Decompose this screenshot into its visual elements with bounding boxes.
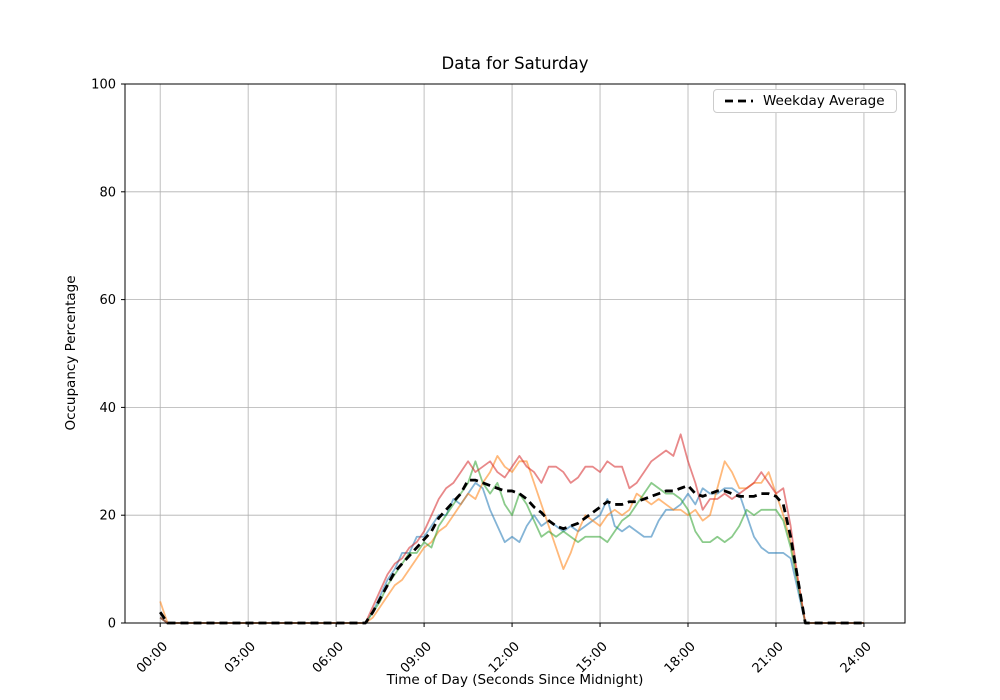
x-tick-label: 00:00 bbox=[134, 639, 171, 676]
x-tick-label: 18:00 bbox=[662, 639, 699, 676]
x-tick-label: 03:00 bbox=[222, 639, 259, 676]
chart-title: Data for Saturday bbox=[441, 54, 589, 73]
y-tick-label: 80 bbox=[99, 185, 116, 200]
y-tick-label: 20 bbox=[99, 509, 116, 524]
dashed-line-sample-icon bbox=[725, 99, 753, 103]
legend: Weekday Average bbox=[713, 89, 897, 113]
y-tick-label: 40 bbox=[99, 401, 116, 416]
legend-entry-label: Weekday Average bbox=[763, 93, 885, 109]
x-tick-label: 15:00 bbox=[574, 639, 611, 676]
x-tick-label: 12:00 bbox=[486, 639, 523, 676]
x-tick-label: 09:00 bbox=[398, 639, 435, 676]
y-tick-label: 60 bbox=[99, 293, 116, 308]
y-tick-label: 0 bbox=[108, 617, 116, 632]
axes-spines bbox=[124, 83, 906, 624]
x-tick-label: 24:00 bbox=[838, 639, 875, 676]
x-tick-label: 21:00 bbox=[750, 639, 787, 676]
x-axis-label: Time of Day (Seconds Since Midnight) bbox=[386, 672, 644, 688]
y-tick-label: 100 bbox=[91, 78, 116, 93]
x-tick-label: 06:00 bbox=[310, 639, 347, 676]
